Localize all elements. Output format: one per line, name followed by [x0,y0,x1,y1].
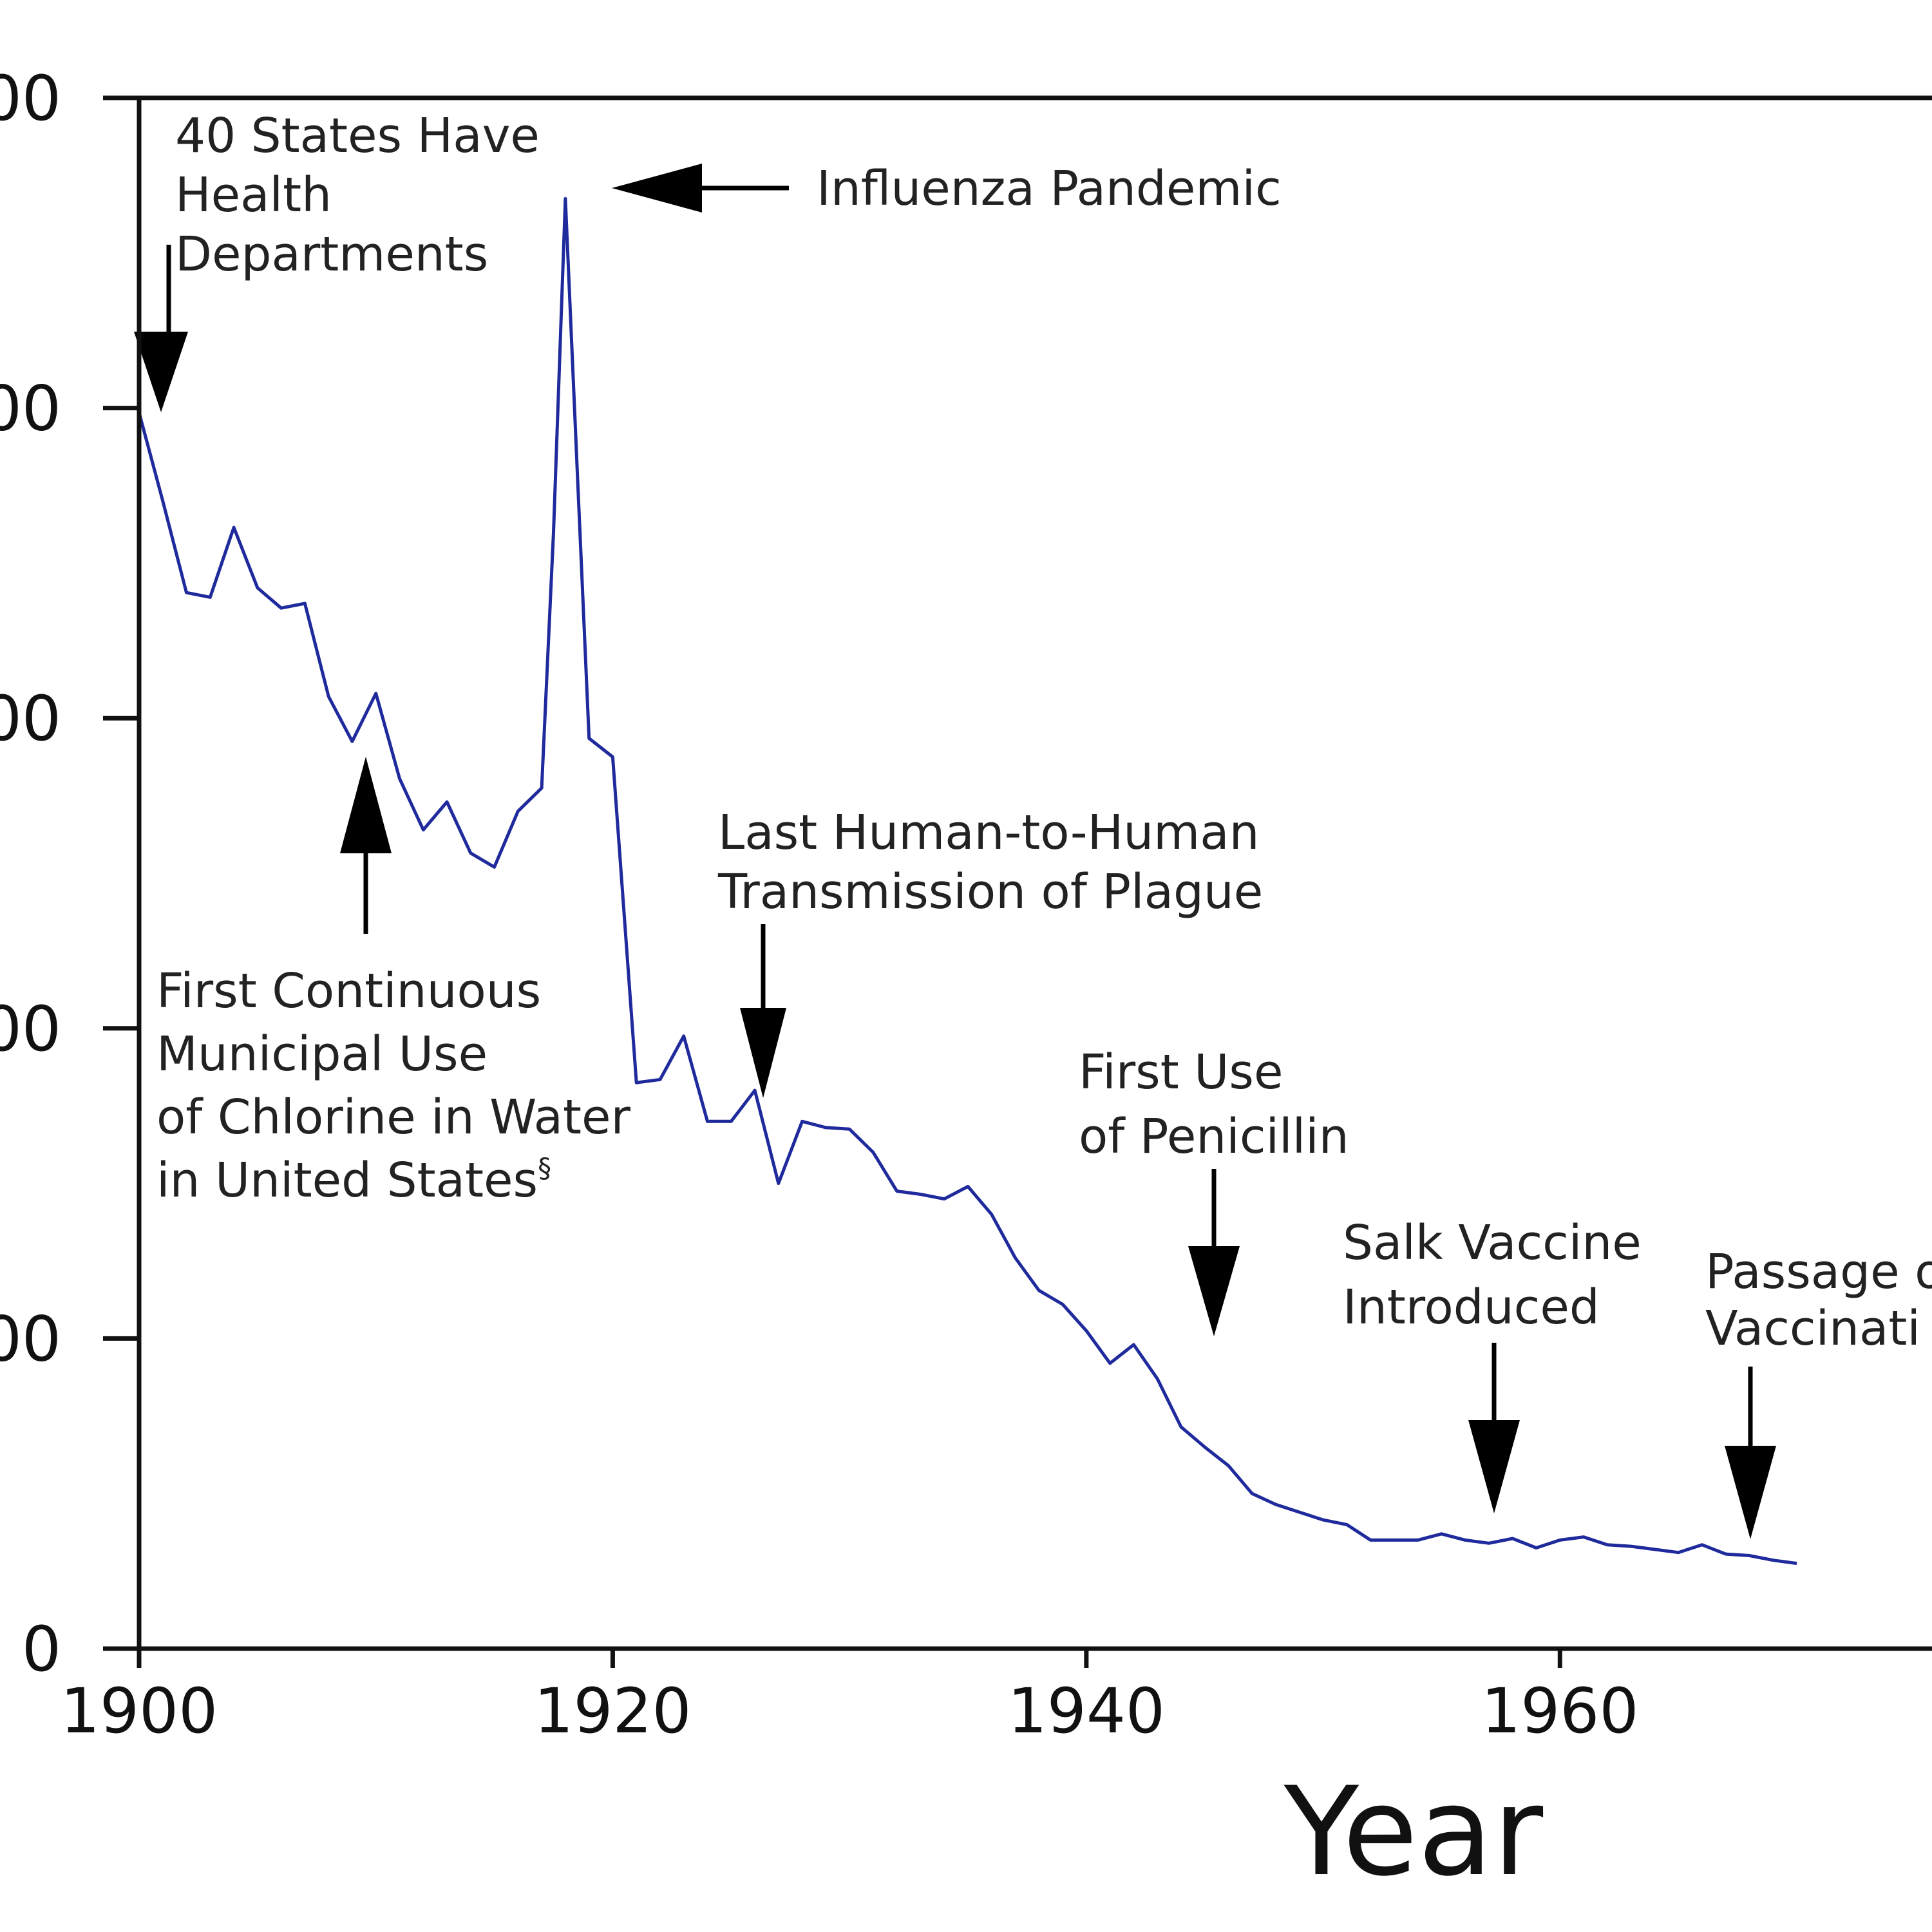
annotation-line: of Chlorine in Water [156,1090,630,1145]
annotation-line: Municipal Use [156,1027,488,1082]
annotation-line: Transmission of Plague [717,864,1263,920]
salk-arrow-head [1468,1420,1520,1513]
penicillin-arrow-head [1188,1246,1240,1336]
y-tick-label: 00 [0,62,61,135]
chlorine-arrow-head [340,757,392,853]
annotation-influenza: Influenza Pandemic [817,161,1282,216]
annotation-chlorine: First Continuous Municipal Use of Chlorine… [156,963,630,1208]
annotation-line: Introduced [1343,1280,1600,1335]
annotation-texts: 40 States Have Health Departments Influenza… [156,108,1932,1356]
annotation-line: 40 States Have [175,108,540,164]
annotation-passage: Passage o Vaccinati [1705,1244,1932,1356]
y-tick-label: 00 [0,1303,61,1375]
annotation-line: Health [175,167,332,223]
annotation-line: of Penicillin [1079,1109,1349,1164]
influenza-arrow-head [612,164,702,213]
plague-arrow-head [740,1008,786,1098]
x-tick-label: 1900 [61,1675,218,1747]
annotation-line: Departments [175,227,488,282]
annotation-line: in United States [156,1153,538,1208]
annotation-salk: Salk Vaccine Introduced [1343,1215,1642,1335]
health-depts-arrow-shaft [161,245,171,337]
series-layer [137,197,1797,1566]
annotation-line: Salk Vaccine [1343,1215,1642,1271]
annotation-arrows [134,164,1776,1539]
annotation-health-depts: 40 States Have Health Departments [175,108,540,282]
health-depts-arrow-head [134,332,188,412]
x-axis-title: Year [1283,1761,1544,1903]
y-tick-label: 0 [22,1613,61,1685]
y-tick-label: 00 [0,373,61,445]
axes-layer [103,95,1932,1651]
passage-arrow-head [1725,1446,1776,1539]
annotation-penicillin: First Use of Penicillin [1079,1045,1349,1164]
annotation-line: First Use [1079,1045,1283,1100]
x-tick-label: 1920 [534,1675,691,1747]
annotation-line: First Continuous [156,963,541,1019]
annotation-line: Passage o [1705,1244,1932,1300]
annotation-line: Last Human-to-Human [718,805,1260,860]
annotation-plague: Last Human-to-Human Transmission of Plagu… [717,805,1263,920]
x-tick-label: 1940 [1008,1675,1165,1747]
y-tick-label: 00 [0,993,61,1065]
x-tick-label: 1960 [1481,1675,1638,1747]
series-line [137,197,1797,1566]
annotation-line: Vaccinati [1705,1301,1920,1356]
y-tick-label: 00 [0,683,61,755]
annotation-line: Influenza Pandemic [817,161,1282,216]
annotation-footnote: § [538,1152,551,1184]
